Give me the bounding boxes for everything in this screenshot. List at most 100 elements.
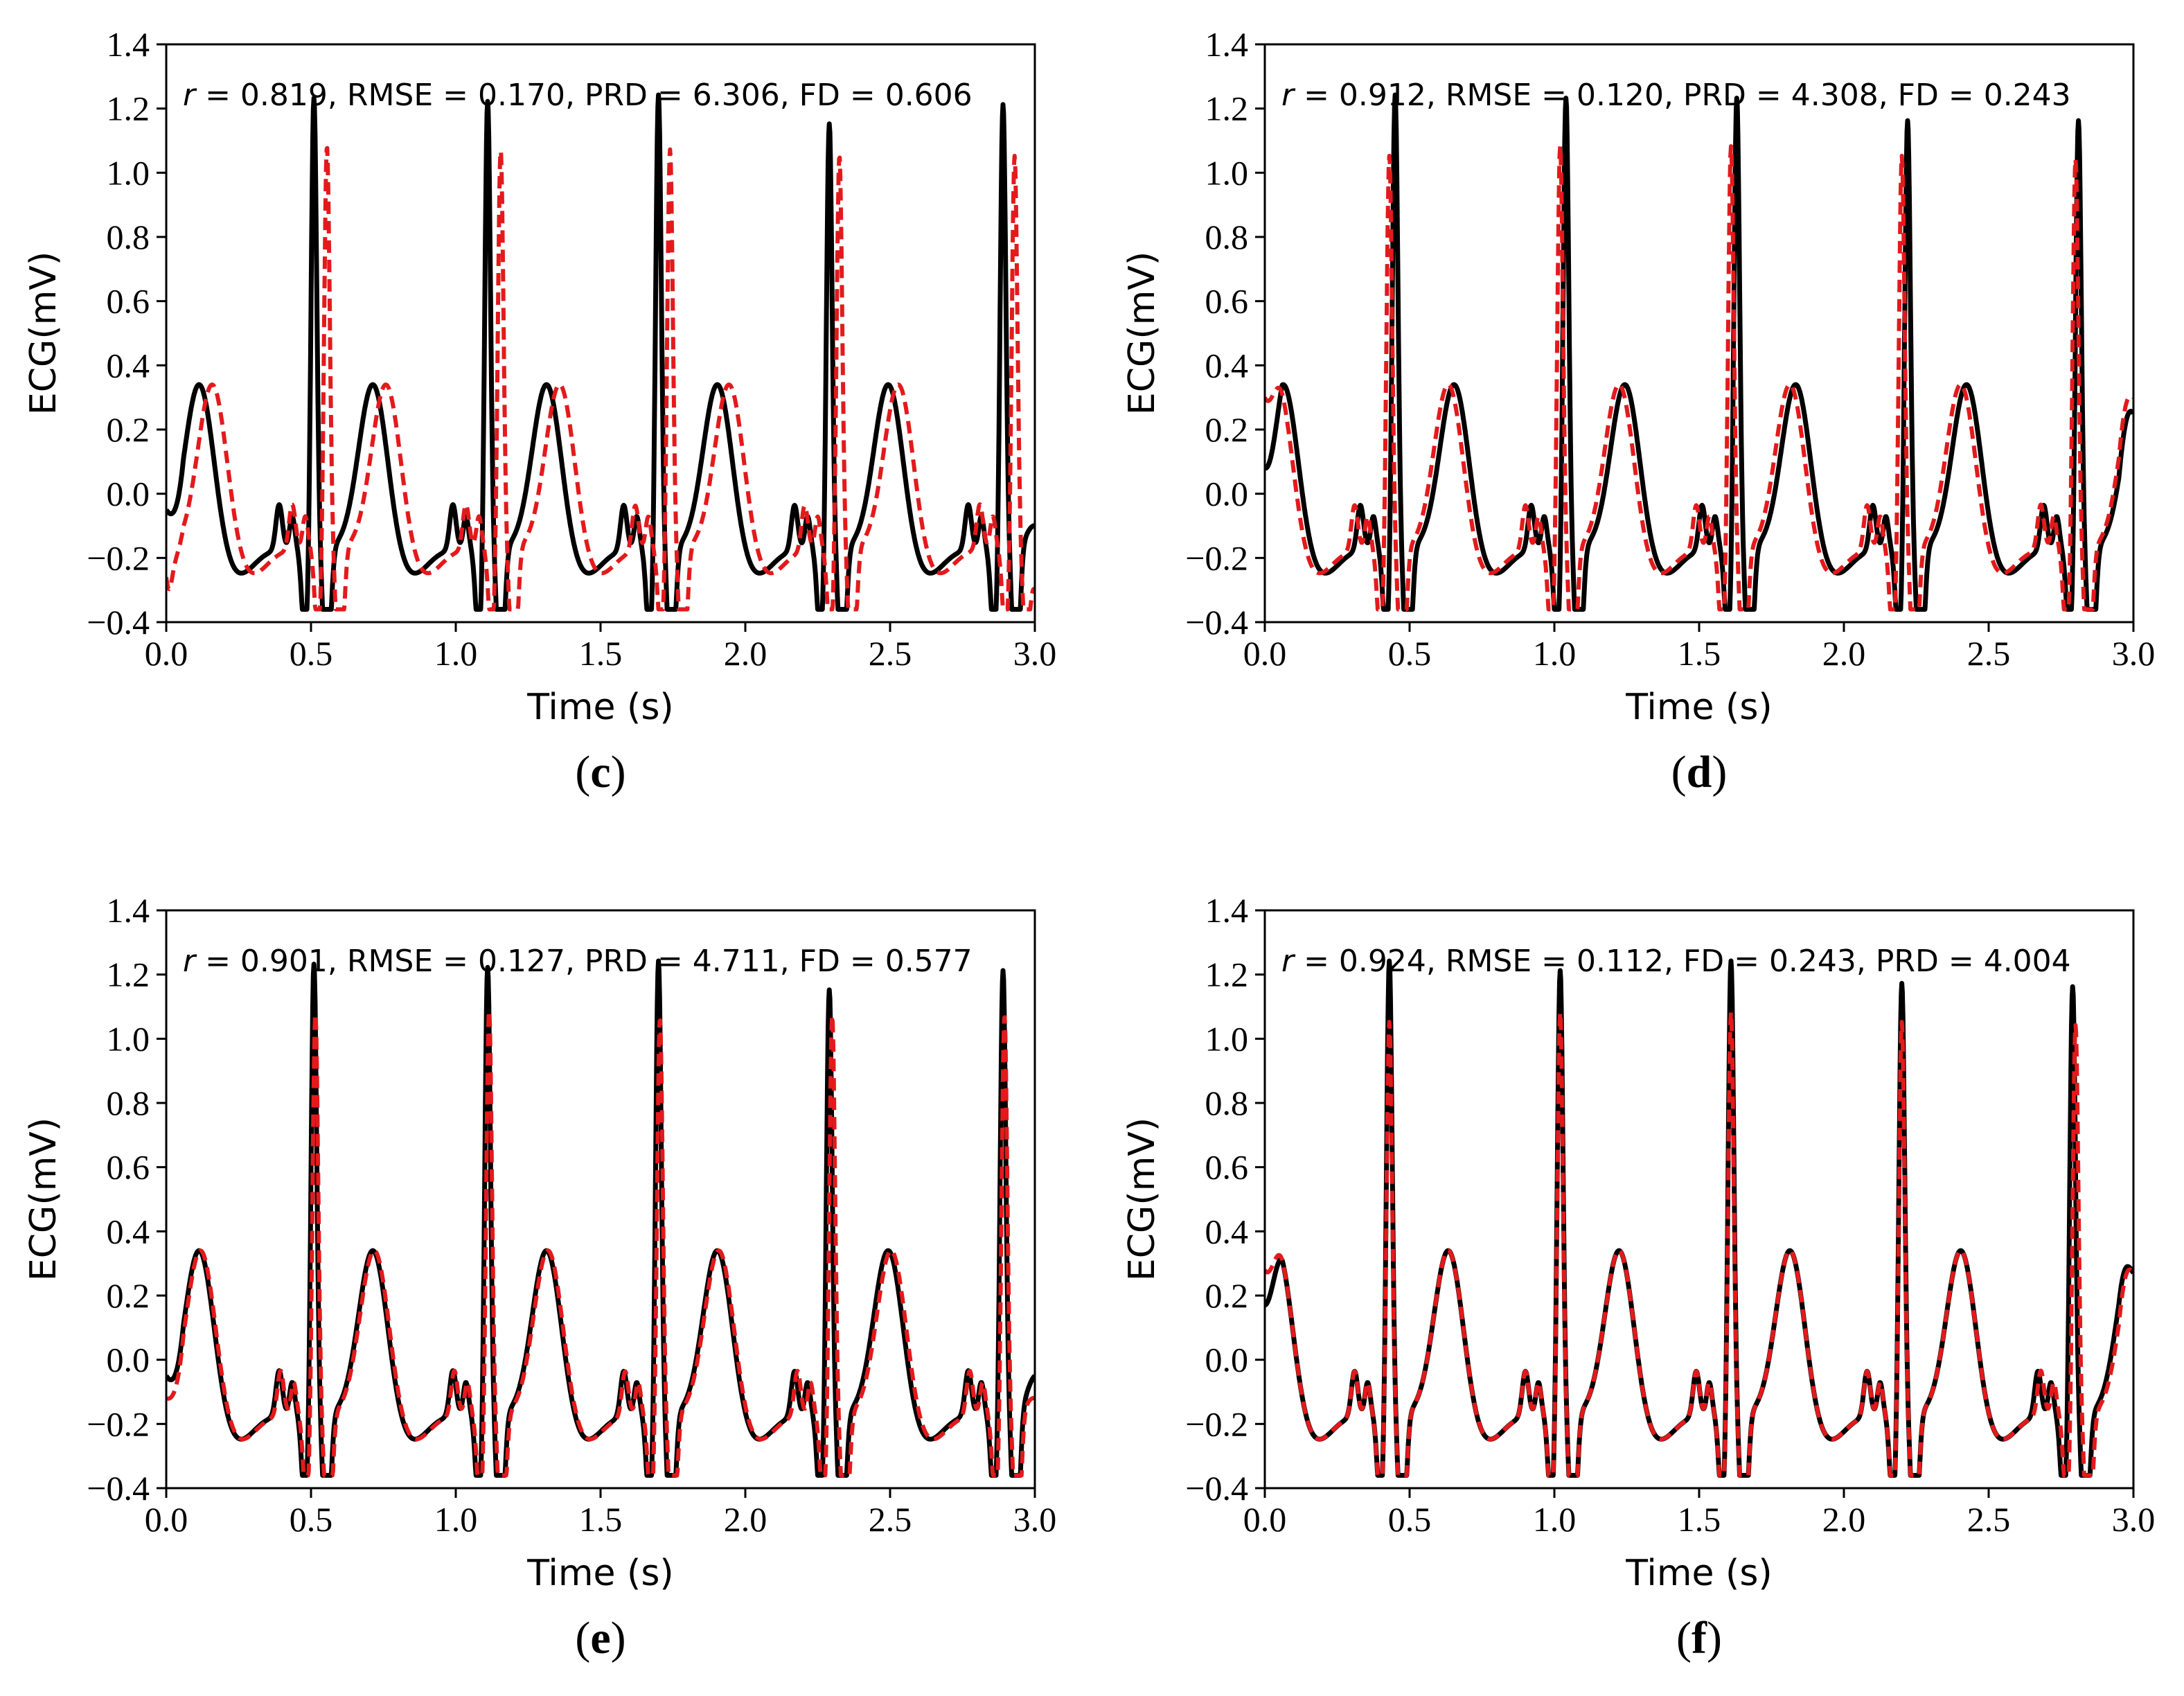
x-axis-label: Time (s): [1625, 1553, 1772, 1594]
y-tick-label: −0.4: [87, 603, 150, 642]
stats-values: = 0.819, RMSE = 0.170, PRD = 6.306, FD =…: [195, 78, 973, 113]
ecg-panel-f: 0.0 0.5 1.0 1.5 2.0 2.5 3.0 −0.4 −0.2 0.0 0.2 0.4 0.…: [1121, 891, 2155, 1663]
x-tick-label: 3.0: [1013, 1500, 1057, 1539]
y-tick-label: 0.0: [1205, 475, 1249, 513]
caption-open-paren: (: [575, 747, 590, 797]
x-tick-label: 2.0: [724, 634, 767, 673]
panel-caption: (e): [575, 1613, 625, 1663]
reconstructed-ecg-line-c: [166, 145, 1035, 612]
y-tick-label: 1.0: [107, 1019, 150, 1058]
y-tick-label: 0.6: [107, 1148, 150, 1187]
y-tick-label: 1.2: [107, 89, 150, 128]
y-tick-label: −0.4: [1185, 1469, 1248, 1508]
stats-annotation: r = 0.924, RMSE = 0.112, FD = 0.243, PRD…: [1281, 944, 2071, 979]
x-tick-label: 0.5: [290, 1500, 333, 1539]
x-tick-label: 1.0: [1533, 634, 1577, 673]
panel-caption: (d): [1671, 747, 1728, 797]
x-tick-label: 0.0: [1243, 1500, 1287, 1539]
x-axis-label: Time (s): [1625, 687, 1772, 728]
x-tick-label: 1.5: [579, 634, 623, 673]
stats-r-symbol: r: [1281, 944, 1296, 979]
caption-open-paren: (: [1676, 1613, 1692, 1663]
y-tick-label: 0.8: [1205, 1084, 1249, 1122]
caption-letter: e: [590, 1613, 610, 1663]
y-tick-label: 0.2: [1205, 1276, 1249, 1315]
caption-open-paren: (: [575, 1613, 590, 1663]
y-tick-label: 1.0: [1205, 153, 1249, 192]
x-tick-label: 0.5: [290, 634, 333, 673]
y-tick-label: 0.8: [107, 218, 150, 256]
y-tick-label: 0.6: [107, 282, 150, 321]
y-tick-label: 0.4: [1205, 1212, 1249, 1251]
x-tick-label: 1.5: [1678, 1500, 1721, 1539]
x-tick-label: 2.5: [869, 634, 912, 673]
panel-caption: (f): [1676, 1613, 1722, 1663]
x-tick-label: 1.0: [1533, 1500, 1577, 1539]
x-tick-label: 0.5: [1388, 1500, 1432, 1539]
x-axis-label: Time (s): [526, 1553, 673, 1594]
caption-close-paren: ): [611, 747, 626, 797]
y-tick-label: −0.2: [87, 1404, 150, 1443]
y-tick-label: −0.2: [1185, 1404, 1248, 1443]
x-tick-label: 0.5: [1388, 634, 1432, 673]
x-tick-label: 1.0: [434, 634, 478, 673]
x-tick-label: 3.0: [1013, 634, 1057, 673]
y-tick-label: 1.4: [1205, 891, 1249, 930]
y-tick-label: 0.0: [1205, 1341, 1249, 1379]
y-axis-label: ECG(mV): [23, 251, 64, 415]
reference-ecg-line-c: [166, 92, 1035, 612]
y-tick-label: 1.2: [1205, 89, 1249, 128]
stats-values: = 0.901, RMSE = 0.127, PRD = 4.711, FD =…: [195, 944, 973, 979]
x-tick-label: 2.0: [1822, 1500, 1866, 1539]
y-tick-label: 0.2: [1205, 410, 1249, 449]
x-tick-label: 1.5: [579, 1500, 623, 1539]
x-tick-label: 1.5: [1678, 634, 1721, 673]
caption-letter: d: [1687, 747, 1712, 797]
y-tick-label: 0.8: [1205, 218, 1249, 256]
y-tick-label: 0.2: [107, 1276, 150, 1315]
y-tick-label: 0.8: [107, 1084, 150, 1122]
y-tick-label: 0.6: [1205, 282, 1249, 321]
y-tick-label: −0.4: [87, 1469, 150, 1508]
reference-ecg-line-e: [166, 958, 1035, 1478]
stats-values: = 0.912, RMSE = 0.120, PRD = 4.308, FD =…: [1294, 78, 2071, 113]
x-tick-label: 2.5: [1967, 1500, 2011, 1539]
ecg-panel-c: 0.0 0.5 1.0 1.5 2.0 2.5 3.0 −0.4 −0.2 0.0 0.2 0.4 0.…: [23, 25, 1056, 797]
stats-r-symbol: r: [183, 944, 197, 979]
caption-open-paren: (: [1671, 747, 1687, 797]
y-tick-label: −0.4: [1185, 603, 1248, 642]
y-tick-label: 0.0: [107, 1341, 150, 1379]
caption-close-paren: ): [1712, 747, 1727, 797]
y-tick-label: 0.4: [107, 346, 150, 385]
x-tick-label: 2.0: [724, 1500, 767, 1539]
stats-annotation: r = 0.819, RMSE = 0.170, PRD = 6.306, FD…: [183, 78, 973, 113]
y-tick-label: −0.2: [87, 538, 150, 577]
reference-ecg-line-f: [1265, 958, 2133, 1478]
stats-annotation: r = 0.912, RMSE = 0.120, PRD = 4.308, FD…: [1281, 78, 2071, 113]
x-tick-label: 0.0: [145, 634, 188, 673]
stats-annotation: r = 0.901, RMSE = 0.127, PRD = 4.711, FD…: [183, 944, 973, 979]
x-tick-label: 0.0: [145, 1500, 188, 1539]
panel-caption: (c): [575, 747, 625, 797]
caption-letter: f: [1692, 1613, 1707, 1663]
stats-r-symbol: r: [1281, 78, 1296, 113]
x-tick-label: 2.0: [1822, 634, 1866, 673]
caption-close-paren: ): [611, 1613, 626, 1663]
y-tick-label: 1.2: [1205, 955, 1249, 994]
reconstructed-ecg-line-f: [1265, 1010, 2133, 1478]
y-tick-label: 1.4: [1205, 25, 1249, 64]
y-tick-label: 1.4: [107, 891, 150, 930]
y-tick-label: 0.6: [1205, 1148, 1249, 1187]
y-tick-label: 1.2: [107, 955, 150, 994]
x-tick-label: 1.0: [434, 1500, 478, 1539]
stats-values: = 0.924, RMSE = 0.112, FD = 0.243, PRD =…: [1294, 944, 2071, 979]
y-axis-label: ECG(mV): [1121, 1118, 1163, 1281]
y-tick-label: 1.0: [1205, 1019, 1249, 1058]
x-tick-label: 2.5: [869, 1500, 912, 1539]
y-tick-label: 0.0: [107, 475, 150, 513]
reconstructed-ecg-line-d: [1265, 144, 2133, 612]
y-tick-label: −0.2: [1185, 538, 1248, 577]
y-axis-label: ECG(mV): [1121, 251, 1163, 415]
x-tick-label: 3.0: [2112, 634, 2156, 673]
